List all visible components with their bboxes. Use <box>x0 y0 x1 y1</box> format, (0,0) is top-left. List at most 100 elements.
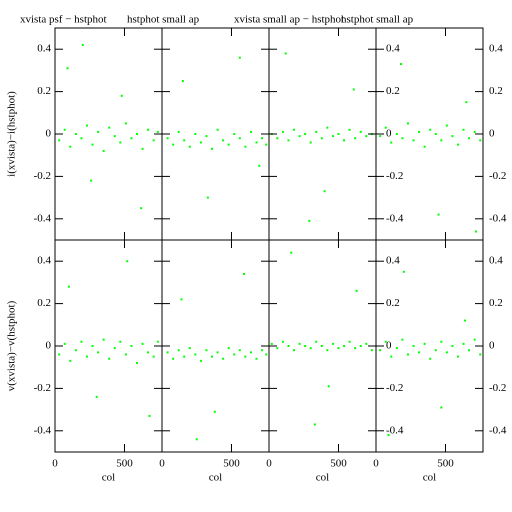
point <box>258 164 261 167</box>
point <box>141 342 144 345</box>
point <box>343 139 346 142</box>
point <box>468 349 471 352</box>
point <box>323 190 326 193</box>
point <box>434 133 437 135</box>
point <box>456 355 459 358</box>
point <box>147 128 150 131</box>
point <box>222 139 225 142</box>
point <box>440 340 443 343</box>
y-tick-label: -0.2 <box>34 382 51 394</box>
point <box>456 143 459 146</box>
point <box>265 143 268 146</box>
point <box>284 52 287 55</box>
y-tick-label: 0.4 <box>489 255 503 267</box>
point <box>406 122 409 125</box>
point <box>390 355 393 358</box>
point <box>418 351 421 354</box>
y-tick-label: -0.4 <box>34 212 52 224</box>
point <box>379 349 382 352</box>
point <box>97 130 100 133</box>
point <box>211 355 214 358</box>
y-tick-label: -0.2 <box>34 170 51 182</box>
point <box>238 56 241 59</box>
point <box>172 143 175 146</box>
point <box>119 141 122 144</box>
point <box>69 145 72 148</box>
y-tick-label: 0.4 <box>37 43 51 55</box>
y-tick-label: 0.2 <box>489 297 503 309</box>
point <box>74 133 77 135</box>
point <box>290 251 293 254</box>
x-tick-label: 0 <box>159 458 165 470</box>
point <box>249 130 252 133</box>
panel-frame <box>54 239 163 453</box>
point <box>309 347 312 350</box>
point <box>359 130 362 133</box>
point <box>337 133 340 135</box>
point <box>85 355 88 358</box>
point <box>156 130 159 133</box>
point <box>308 219 311 222</box>
y-tick-label: -0.4 <box>489 424 507 436</box>
point <box>148 414 151 417</box>
point <box>58 139 61 142</box>
point <box>255 357 258 360</box>
point <box>242 272 245 275</box>
point <box>166 351 169 354</box>
point <box>418 130 421 133</box>
y-tick-label: 0.2 <box>386 85 400 97</box>
point <box>384 126 387 129</box>
point <box>468 137 471 140</box>
point <box>473 130 476 133</box>
point <box>395 133 398 135</box>
y-tick-label: 0.4 <box>386 43 400 55</box>
x-axis-label: col <box>102 472 115 484</box>
point <box>479 139 482 142</box>
point <box>166 137 169 140</box>
point <box>429 357 432 360</box>
point <box>434 349 437 352</box>
point <box>102 149 105 152</box>
point <box>401 137 404 140</box>
point <box>227 347 230 350</box>
y-tick-label: 0.4 <box>489 43 503 55</box>
point <box>331 342 334 345</box>
y-tick-label: 0.2 <box>386 297 400 309</box>
point <box>108 126 111 129</box>
point <box>261 137 264 140</box>
y-tick-label: 0.2 <box>37 297 51 309</box>
point <box>293 349 296 352</box>
y-tick-label: 0.2 <box>37 85 51 97</box>
point <box>331 135 334 138</box>
point <box>445 351 448 354</box>
point <box>304 345 307 347</box>
point <box>440 139 443 142</box>
point <box>287 345 290 347</box>
point <box>63 128 66 131</box>
point <box>113 135 116 138</box>
point <box>195 438 198 441</box>
point <box>130 137 133 140</box>
point <box>205 349 208 352</box>
point <box>183 355 186 358</box>
point <box>337 347 340 350</box>
point <box>320 137 323 140</box>
y-tick-label: -0.4 <box>34 424 52 436</box>
point <box>156 340 159 343</box>
y-tick-label: -0.4 <box>386 424 404 436</box>
point <box>298 135 301 138</box>
point <box>462 128 465 131</box>
point <box>102 338 105 341</box>
panel-frame <box>375 239 484 453</box>
panel-title: xvista psf − hstphot <box>20 14 107 26</box>
point <box>244 355 247 358</box>
y-tick-label: -0.2 <box>489 382 506 394</box>
point <box>135 361 138 364</box>
point <box>473 338 476 341</box>
y-tick-label: -0.4 <box>489 212 507 224</box>
x-tick-label: 0 <box>373 458 379 470</box>
point <box>181 80 184 82</box>
y-tick-label: 0.4 <box>386 255 400 267</box>
point <box>97 351 100 354</box>
